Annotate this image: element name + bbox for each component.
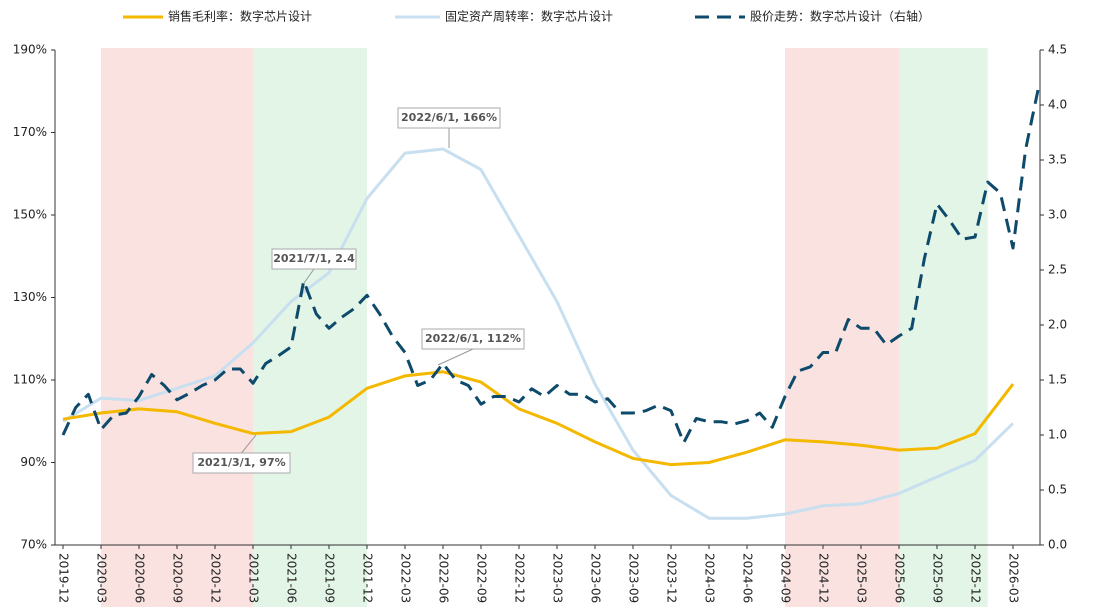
annotation: 2022/6/1, 112% xyxy=(425,332,521,345)
shaded-region xyxy=(785,48,899,607)
x-tick-label: 2019-12 xyxy=(57,553,71,603)
x-tick-label: 2024-03 xyxy=(703,553,717,603)
x-tick-label: 2022-09 xyxy=(475,553,489,603)
x-tick-label: 2023-09 xyxy=(627,553,641,603)
x-tick-label: 2024-06 xyxy=(741,553,755,603)
y-tick-label: 90% xyxy=(20,455,47,469)
x-tick-label: 2022-03 xyxy=(399,553,413,603)
x-tick-label: 2025-12 xyxy=(969,553,983,603)
annotation-box xyxy=(192,452,291,474)
x-tick-label: 2023-03 xyxy=(551,553,565,603)
shaded-region xyxy=(101,48,253,607)
series-line xyxy=(62,370,1015,467)
annotation-box xyxy=(397,107,501,129)
legend-label: 固定资产周转率：数字芯片设计 xyxy=(445,9,613,24)
y2-tick-label: 3.5 xyxy=(1048,153,1067,167)
x-tick-label: 2023-06 xyxy=(589,553,603,603)
x-tick-label: 2020-09 xyxy=(171,553,185,603)
x-tick-label: 2022-12 xyxy=(513,553,527,603)
y2-tick-label: 2.5 xyxy=(1048,263,1067,277)
y-tick-label: 70% xyxy=(20,538,47,552)
y2-tick-label: 3.0 xyxy=(1048,208,1067,222)
legend-label: 销售毛利率：数字芯片设计 xyxy=(168,9,312,24)
y-tick-label: 170% xyxy=(13,125,47,139)
x-tick-label: 2023-12 xyxy=(665,553,679,603)
y-tick-label: 130% xyxy=(13,290,47,304)
x-tick-label: 2020-06 xyxy=(133,553,147,603)
x-tick-label: 2024-12 xyxy=(817,553,831,603)
legend-label: 股价走势：数字芯片设计（右轴） xyxy=(750,9,930,24)
x-tick-label: 2021-06 xyxy=(285,553,299,603)
annotation: 2022/6/1, 166% xyxy=(401,111,497,124)
y-tick-label: 150% xyxy=(13,208,47,222)
y2-tick-label: 4.0 xyxy=(1048,98,1067,112)
x-tick-label: 2022-06 xyxy=(437,553,451,603)
shaded-region xyxy=(253,48,367,607)
annotation: 2021/7/1, 2.4 xyxy=(273,252,355,265)
x-tick-label: 2021-03 xyxy=(247,553,261,603)
x-tick-label: 2025-09 xyxy=(931,553,945,603)
series-line xyxy=(62,147,1015,520)
y2-tick-label: 4.5 xyxy=(1048,43,1067,57)
annotation-box xyxy=(271,248,357,270)
y-tick-label: 190% xyxy=(13,43,47,57)
y2-tick-label: 2.0 xyxy=(1048,318,1067,332)
x-tick-label: 2020-12 xyxy=(209,553,223,603)
x-tick-label: 2020-03 xyxy=(95,553,109,603)
x-tick-label: 2025-06 xyxy=(893,553,907,603)
x-tick-label: 2024-09 xyxy=(779,553,793,603)
series-line xyxy=(61,88,1040,445)
y2-tick-label: 0.5 xyxy=(1048,483,1067,497)
shaded-region xyxy=(899,48,988,607)
x-tick-label: 2025-03 xyxy=(855,553,869,603)
y2-tick-label: 1.5 xyxy=(1048,373,1067,387)
y2-tick-label: 0.0 xyxy=(1048,538,1067,552)
annotation-leader xyxy=(241,434,257,454)
annotation-leader xyxy=(303,268,315,284)
y2-tick-label: 1.0 xyxy=(1048,428,1067,442)
x-tick-label: 2021-09 xyxy=(323,553,337,603)
x-tick-label: 2026-03 xyxy=(1007,553,1021,603)
annotation: 2021/3/1, 97% xyxy=(197,456,285,469)
annotation-leader xyxy=(437,348,474,366)
annotation-box xyxy=(421,328,525,350)
x-tick-label: 2021-12 xyxy=(361,553,375,603)
y-tick-label: 110% xyxy=(13,373,47,387)
